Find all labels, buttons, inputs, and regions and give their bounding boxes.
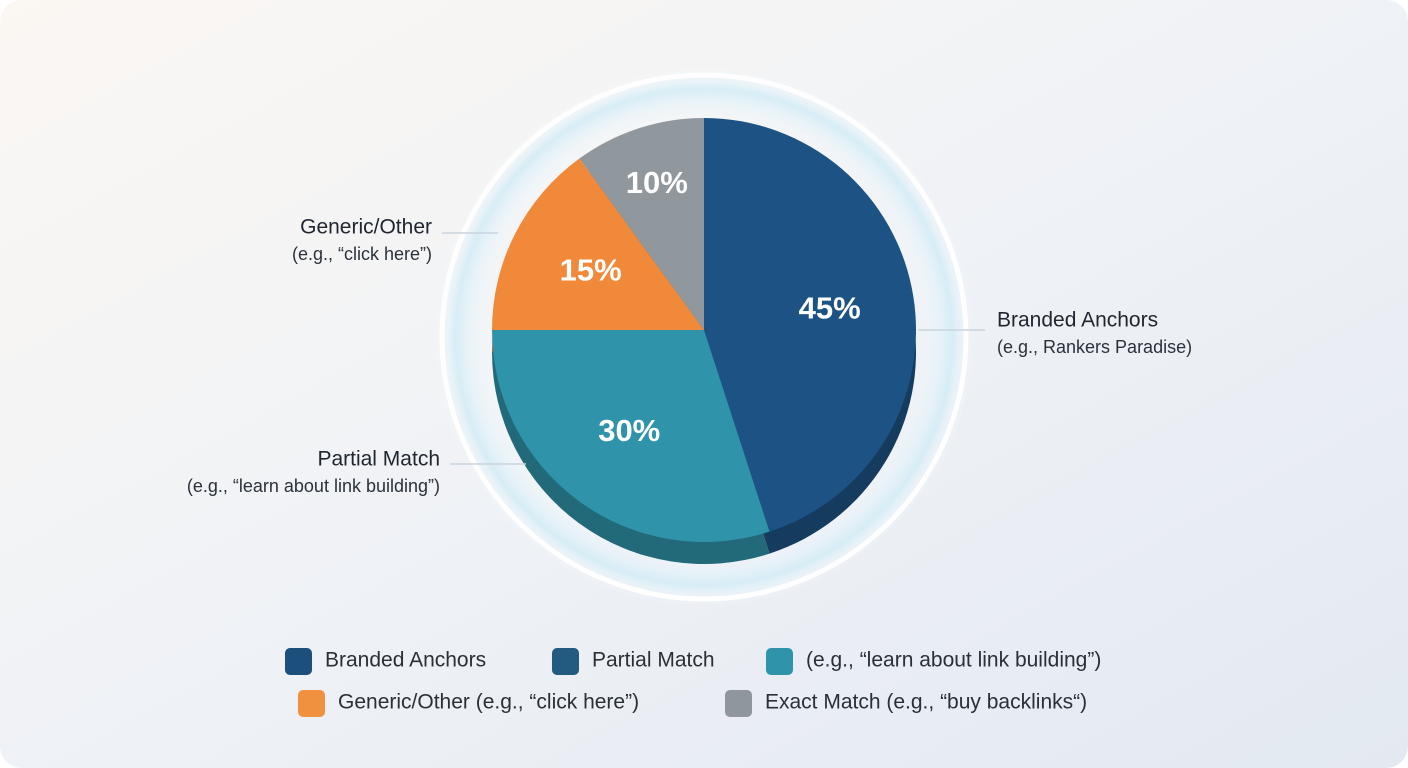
callout-subtitle: (e.g., “learn about link building”) [187, 476, 440, 496]
value-label: 15% [560, 252, 622, 287]
value-label: 10% [626, 165, 688, 200]
legend-label: Partial Match [592, 649, 715, 672]
legend-label: Branded Anchors [325, 649, 486, 672]
legend-swatch [285, 648, 312, 675]
callout-title: Partial Match [317, 448, 440, 471]
glow-ring [439, 72, 969, 602]
value-label: 45% [799, 290, 861, 325]
callout-title: Branded Anchors [997, 309, 1158, 332]
legend-label: Exact Match (e.g., “buy backlinks“) [765, 691, 1087, 714]
slice [704, 118, 916, 532]
legend-swatch [766, 648, 793, 675]
slice [492, 330, 770, 542]
slice [579, 118, 704, 330]
callout-title: Generic/Other [300, 216, 432, 239]
callout-subtitle: (e.g., Rankers Paradise) [997, 337, 1192, 357]
legend-label: (e.g., “learn about link building”) [806, 649, 1101, 672]
legend-swatch [552, 648, 579, 675]
slice [492, 158, 704, 330]
legend-swatch [298, 690, 325, 717]
callout-subtitle: (e.g., “click here”) [292, 244, 432, 264]
legend-swatch [725, 690, 752, 717]
value-label: 30% [598, 413, 660, 448]
legend-label: Generic/Other (e.g., “click here”) [338, 691, 639, 714]
